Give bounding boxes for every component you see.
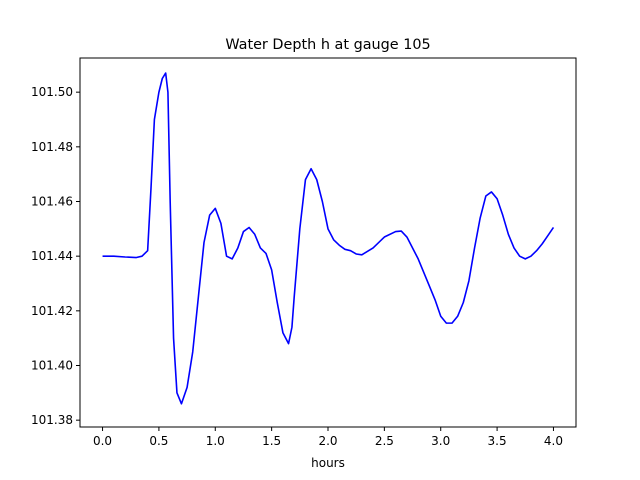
x-tick-label: 1.0 — [206, 434, 225, 448]
x-tick-label: 3.0 — [431, 434, 450, 448]
x-tick-label: 0.5 — [149, 434, 168, 448]
y-tick-label: 101.40 — [31, 359, 73, 373]
y-tick-label: 101.44 — [31, 249, 73, 263]
y-tick-label: 101.50 — [31, 85, 73, 99]
chart-title: Water Depth h at gauge 105 — [225, 37, 430, 53]
y-tick-label: 101.48 — [31, 140, 73, 154]
x-tick-label: 3.5 — [488, 434, 507, 448]
y-tick-label: 101.46 — [31, 195, 73, 209]
x-tick-label: 0.0 — [93, 434, 112, 448]
x-tick-label: 4.0 — [544, 434, 563, 448]
y-tick-label: 101.42 — [31, 304, 73, 318]
x-tick-label: 1.5 — [262, 434, 281, 448]
x-tick-label: 2.5 — [375, 434, 394, 448]
x-axis-label: hours — [311, 456, 345, 470]
x-tick-label: 2.0 — [318, 434, 337, 448]
y-tick-label: 101.38 — [31, 413, 73, 427]
series-line-0 — [102, 72, 555, 405]
x-axis: 0.0 0.5 1.0 1.5 2.0 2.5 3.0 3.5 4.0 — [93, 427, 563, 448]
y-axis: 101.38 101.40 101.42 101.44 101.46 101.48 101.… — [31, 85, 80, 427]
